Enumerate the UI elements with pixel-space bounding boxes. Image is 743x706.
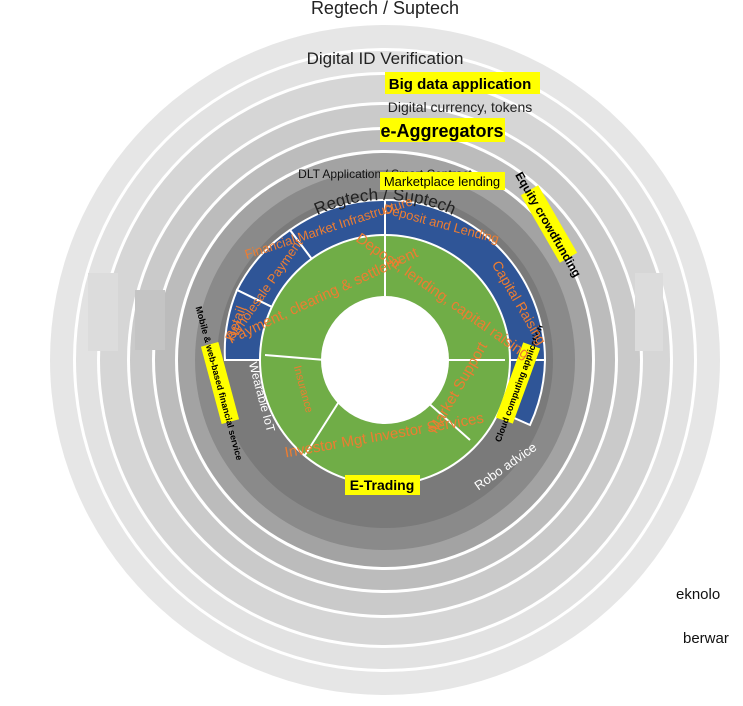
marketplace-title: Marketplace lending [384,174,500,189]
side-text-2: berwar [683,630,729,647]
left-strip-inner [135,290,165,350]
green-divider [424,399,471,441]
left-strip [88,273,118,351]
green-divider [264,354,326,361]
marketplace-highlight [380,172,505,190]
mobile-highlight [200,342,240,424]
right-strip [635,273,663,351]
etrading-title: E-Trading [350,477,415,493]
e-aggregators-highlight [380,118,505,142]
big-data-title: Big data application [389,76,532,93]
big-data-highlight [385,72,540,94]
cloud-highlight [495,342,541,424]
center-hole [321,296,449,424]
equity-highlight [520,185,578,263]
green-divider [304,399,341,456]
side-text-1: eknolo [676,586,721,603]
etrading-highlight [345,475,420,495]
digital-id-title: Digital ID Verification [307,49,464,68]
e-aggregators-title: e-Aggregators [380,121,503,141]
regtech-title: Regtech / Suptech [311,0,459,18]
digital-currency-title: Digital currency, tokens [388,99,532,115]
